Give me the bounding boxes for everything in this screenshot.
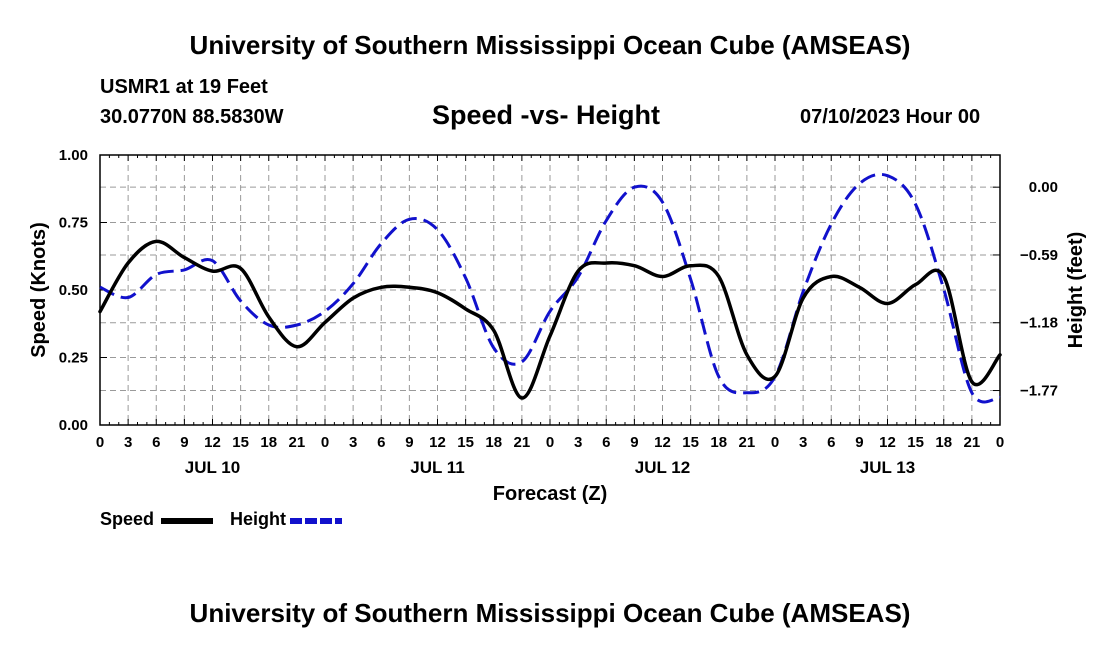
x-tick-label: 3 [574,434,582,451]
legend-speed-swatch [161,518,213,524]
y-left-tick-label: 0.25 [59,350,88,367]
x-tick-label: 0 [546,434,554,451]
y-left-axis-title: Speed (Knots) [28,222,50,358]
day-label: JUL 12 [635,458,690,477]
series-line-height [99,172,1001,404]
x-tick-label: 15 [682,434,699,451]
x-tick-label: 6 [827,434,835,451]
x-tick-label: 15 [232,434,249,451]
y-left-tick-label: 0.50 [59,282,88,299]
x-tick-label: 12 [654,434,671,451]
y-left-tick-label: 0.00 [59,417,88,434]
series-line-speed [98,239,1002,400]
x-tick-label: 9 [630,434,638,451]
day-label: JUL 11 [410,458,465,477]
x-tick-label: 9 [180,434,188,451]
chart-title: University of Southern Mississippi Ocean… [189,30,911,60]
x-tick-label: 12 [429,434,446,451]
x-tick-label: 3 [124,434,132,451]
x-tick-label: 21 [514,434,531,451]
x-tick-label: 6 [152,434,160,451]
chart-subtitle: Speed -vs- Height [432,100,661,130]
x-tick-label: 15 [907,434,924,451]
x-tick-label: 6 [602,434,610,451]
x-tick-label: 6 [377,434,385,451]
x-tick-label: 18 [260,434,277,451]
x-axis-title: Forecast (Z) [493,483,607,505]
x-tick-label: 0 [996,434,1004,451]
legend-speed-label: Speed [100,509,155,529]
legend-height-swatch [290,518,342,524]
x-tick-label: 9 [855,434,863,451]
x-tick-label: 15 [457,434,474,451]
forecast-datetime: 07/10/2023 Hour 00 [800,106,981,128]
x-tick-label: 3 [349,434,357,451]
x-tick-label: 12 [204,434,221,451]
x-tick-label: 18 [710,434,727,451]
x-tick-label: 3 [799,434,807,451]
footer-title: University of Southern Mississippi Ocean… [189,598,911,628]
x-tick-label: 0 [771,434,779,451]
y-left-tick-label: 1.00 [59,147,88,164]
y-right-axis-title: Height (feet) [1065,232,1087,349]
y-right-tick-label: −0.59 [1020,247,1058,264]
y-right-tick-label: −1.77 [1020,383,1058,400]
y-right-tick-label: −1.18 [1020,315,1058,332]
station-label: USMR1 at 19 Feet [100,76,268,98]
x-tick-label: 18 [485,434,502,451]
x-tick-label: 21 [964,434,981,451]
x-tick-label: 21 [739,434,756,451]
x-tick-label: 0 [321,434,329,451]
x-tick-label: 18 [935,434,952,451]
day-label: JUL 13 [860,458,915,477]
y-right-tick-label: 0.00 [1029,179,1058,196]
coordinates-label: 30.0770N 88.5830W [100,106,284,128]
legend-height-label: Height [230,509,286,529]
x-tick-label: 12 [879,434,896,451]
x-tick-label: 0 [96,434,104,451]
day-label: JUL 10 [185,458,240,477]
x-tick-label: 21 [289,434,306,451]
x-tick-label: 9 [405,434,413,451]
y-left-tick-label: 0.75 [59,215,88,232]
